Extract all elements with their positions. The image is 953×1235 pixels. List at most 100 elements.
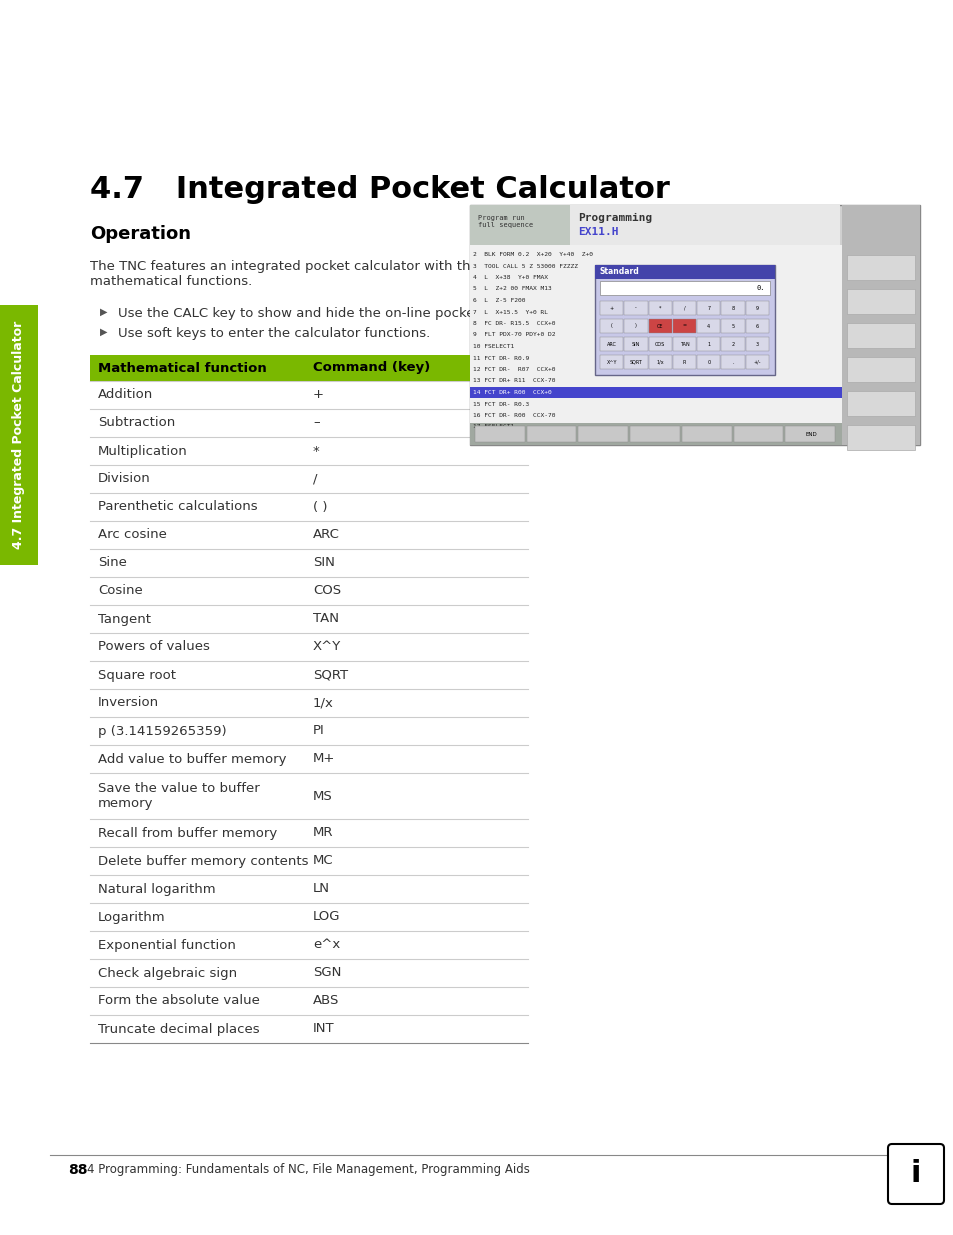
Bar [697, 301, 720, 315]
Text: ): ) [635, 324, 637, 329]
Text: 11 FCT DR- R0.9: 11 FCT DR- R0.9 [473, 356, 529, 361]
Bar [648, 354, 671, 369]
Text: CE: CE [657, 324, 662, 329]
Text: Delete buffer memory contents: Delete buffer memory contents [98, 855, 308, 867]
Text: Sine: Sine [98, 557, 127, 569]
Text: LN: LN [313, 883, 330, 895]
Text: Standard: Standard [599, 268, 639, 277]
Bar [672, 354, 696, 369]
Text: ARC: ARC [313, 529, 339, 541]
Bar [745, 301, 768, 315]
Bar [846, 357, 914, 382]
Text: Operation: Operation [90, 225, 191, 243]
Bar [595, 266, 774, 375]
Text: i: i [910, 1160, 921, 1188]
Text: +: + [313, 389, 324, 401]
Bar [0, 305, 38, 564]
Bar [720, 319, 744, 333]
Text: SQRT: SQRT [313, 668, 348, 682]
Bar [623, 354, 647, 369]
Text: p (3.14159265359): p (3.14159265359) [98, 725, 227, 737]
Text: 17 FSELECT1: 17 FSELECT1 [473, 425, 514, 430]
Text: 9  FLT PDX-70 PDY+0 D2: 9 FLT PDX-70 PDY+0 D2 [473, 332, 555, 337]
Text: 4.7 Integrated Pocket Calculator: 4.7 Integrated Pocket Calculator [12, 321, 26, 550]
Bar [599, 301, 622, 315]
Bar [470, 387, 841, 398]
Bar [846, 324, 914, 348]
Text: MR: MR [313, 826, 334, 840]
Text: ▶: ▶ [100, 327, 108, 337]
Text: 4.7   Integrated Pocket Calculator: 4.7 Integrated Pocket Calculator [90, 175, 669, 204]
Bar [672, 337, 696, 351]
Bar [697, 319, 720, 333]
Text: 3  TOOL CALL 5 Z 53000 FZZZZ: 3 TOOL CALL 5 Z 53000 FZZZZ [473, 263, 578, 268]
Text: 5  L  Z+2 00 FMAX M13: 5 L Z+2 00 FMAX M13 [473, 287, 551, 291]
Text: 4: 4 [706, 324, 710, 329]
Text: END: END [804, 431, 816, 436]
Text: Add value to buffer memory: Add value to buffer memory [98, 752, 286, 766]
Text: Arc cosine: Arc cosine [98, 529, 167, 541]
Bar [841, 205, 919, 445]
Bar [599, 282, 769, 295]
Text: COS: COS [655, 342, 664, 347]
Bar [720, 337, 744, 351]
Text: (: ( [610, 324, 612, 329]
Bar [846, 289, 914, 314]
Text: Subtraction: Subtraction [98, 416, 175, 430]
Text: 4  L  X+38  Y+0 FMAX: 4 L X+38 Y+0 FMAX [473, 275, 547, 280]
Text: 2  BLK FORM 0.2  X+20  Y+40  Z+0: 2 BLK FORM 0.2 X+20 Y+40 Z+0 [473, 252, 593, 257]
Text: –: – [313, 416, 319, 430]
Text: 1/x: 1/x [656, 359, 663, 364]
Text: 12 FCT DR-  R07  CCX+0: 12 FCT DR- R07 CCX+0 [473, 367, 555, 372]
Text: TAN: TAN [679, 342, 689, 347]
Text: Command (key): Command (key) [313, 362, 430, 374]
Text: EX11.H: EX11.H [578, 227, 618, 237]
Bar [681, 426, 731, 442]
Text: X^Y: X^Y [313, 641, 341, 653]
Text: ARC: ARC [606, 342, 616, 347]
Bar [697, 337, 720, 351]
Text: Programming: Programming [578, 212, 652, 224]
Text: MC: MC [313, 855, 334, 867]
Text: 16 FCT DR- R00  CCX-70: 16 FCT DR- R00 CCX-70 [473, 412, 555, 417]
Text: =: = [681, 324, 686, 329]
Bar [648, 301, 671, 315]
Text: 13 FCT DR+ R11  CCX-70: 13 FCT DR+ R11 CCX-70 [473, 378, 555, 384]
Bar [745, 354, 768, 369]
Text: Powers of values: Powers of values [98, 641, 210, 653]
Text: Parenthetic calculations: Parenthetic calculations [98, 500, 257, 514]
Text: Inversion: Inversion [98, 697, 159, 709]
Text: e^x: e^x [313, 939, 340, 951]
Text: 8  FC DR- R15.5  CCX+0: 8 FC DR- R15.5 CCX+0 [473, 321, 555, 326]
Text: 0.: 0. [756, 285, 764, 291]
Text: *: * [659, 305, 660, 310]
Bar [599, 319, 622, 333]
Bar [470, 245, 841, 445]
Text: ( ): ( ) [313, 500, 327, 514]
Text: 7: 7 [706, 305, 710, 310]
Bar [578, 426, 627, 442]
Text: Save the value to buffer
memory: Save the value to buffer memory [98, 782, 259, 810]
Text: X^Y: X^Y [606, 359, 617, 364]
Text: 1: 1 [706, 342, 710, 347]
Bar [595, 266, 774, 279]
Text: Mathematical function: Mathematical function [98, 362, 267, 374]
Text: /: / [313, 473, 317, 485]
Bar [623, 319, 647, 333]
Bar [648, 319, 671, 333]
Text: LOG: LOG [313, 910, 340, 924]
Text: M+: M+ [313, 752, 335, 766]
Text: SIN: SIN [631, 342, 639, 347]
Text: Program run
full sequence: Program run full sequence [477, 215, 533, 228]
Bar [470, 424, 841, 445]
Text: Addition: Addition [98, 389, 153, 401]
Text: Square root: Square root [98, 668, 175, 682]
Text: PI: PI [313, 725, 324, 737]
Bar [672, 319, 696, 333]
Bar [846, 254, 914, 280]
Text: 6  L  Z-5 F200: 6 L Z-5 F200 [473, 298, 525, 303]
Text: SQRT: SQRT [629, 359, 641, 364]
Text: 0: 0 [706, 359, 710, 364]
Text: Form the absolute value: Form the absolute value [98, 994, 259, 1008]
Text: 14 FCT DR+ R00  CCX+0: 14 FCT DR+ R00 CCX+0 [473, 390, 551, 395]
